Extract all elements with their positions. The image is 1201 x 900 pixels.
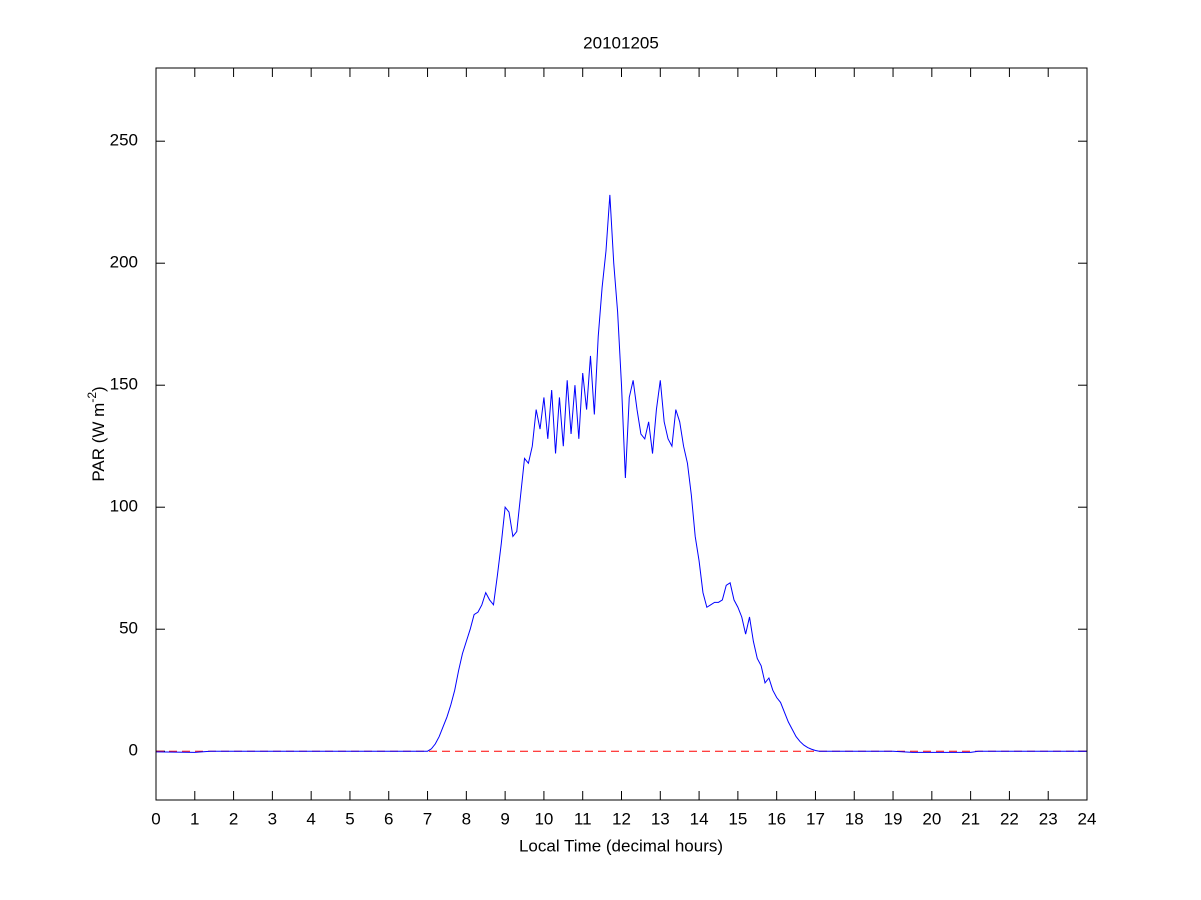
x-tick-label: 3 [268,809,277,828]
x-tick-label: 2 [229,809,238,828]
y-label-end: ) [89,386,108,392]
x-tick-label: 14 [690,809,709,828]
x-tick-label: 21 [961,809,980,828]
chart-title: 20101205 [583,33,659,52]
x-tick-label: 22 [1000,809,1019,828]
y-tick-label: 200 [110,253,138,272]
x-tick-label: 9 [500,809,509,828]
x-tick-label: 24 [1078,809,1097,828]
x-tick-label: 4 [306,809,315,828]
x-tick-label: 8 [462,809,471,828]
x-tick-label: 19 [884,809,903,828]
x-tick-label: 13 [651,809,670,828]
x-tick-label: 11 [574,809,592,828]
x-tick-label: 1 [190,809,199,828]
x-tick-label: 16 [767,809,786,828]
x-tick-label: 5 [345,809,354,828]
x-tick-label: 20 [922,809,941,828]
y-tick-label: 50 [119,619,138,638]
x-tick-label: 23 [1039,809,1058,828]
plot-frame [155,67,1088,801]
x-tick-label: 17 [806,809,825,828]
y-label-superscript: -2 [85,392,99,403]
y-tick-label: 250 [110,131,138,150]
y-tick-label: 0 [129,741,138,760]
x-tick-label: 12 [612,809,631,828]
y-tick-label: 100 [110,497,138,516]
x-tick-label: 18 [845,809,864,828]
x-tick-label: 15 [728,809,747,828]
data-line [155,194,1087,753]
x-axis-label: Local Time (decimal hours) [519,836,723,855]
x-tick-label: 10 [534,809,553,828]
y-label-main: PAR (W m [89,403,108,482]
x-tick-label: 0 [151,809,160,828]
y-tick-label: 150 [110,375,138,394]
x-tick-label: 6 [384,809,393,828]
y-axis-label: PAR (W m-2) [85,386,108,481]
x-tick-label: 7 [423,809,432,828]
